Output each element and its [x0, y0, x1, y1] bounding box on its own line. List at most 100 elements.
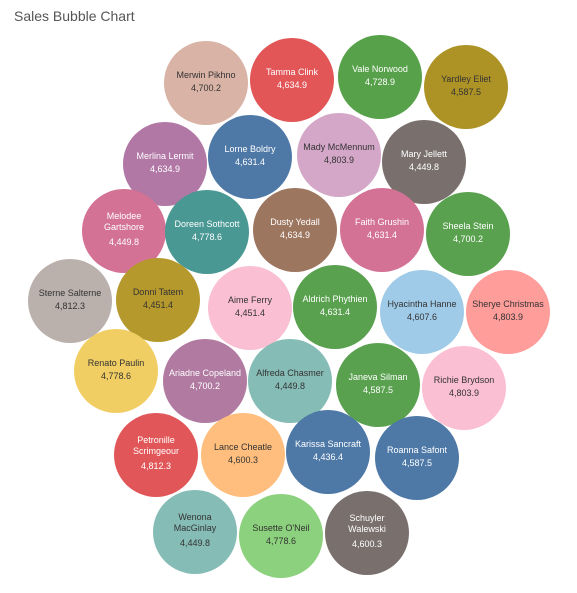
bubble-mady-mcmennum[interactable]: Mady McMennum 4,803.9 [297, 113, 381, 197]
bubble-melodee-gartshore[interactable]: Melodee Gartshore 4,449.8 [82, 189, 166, 273]
bubble-value: 4,436.4 [313, 452, 343, 462]
bubble-lorne-boldry[interactable]: Lorne Boldry 4,631.4 [208, 115, 292, 199]
bubble-circle[interactable] [208, 266, 292, 350]
bubble-value: 4,631.4 [367, 230, 397, 240]
bubble-schuyler-walewski[interactable]: Schuyler Walewski 4,600.3 [325, 491, 409, 575]
bubble-value: 4,451.4 [235, 308, 265, 318]
bubble-circle[interactable] [28, 259, 112, 343]
bubble-wenona-macginlay[interactable]: Wenona MacGinlay 4,449.8 [153, 490, 237, 574]
bubble-faith-grushin[interactable]: Faith Grushin 4,631.4 [340, 188, 424, 272]
bubble-circle[interactable] [164, 41, 248, 125]
bubble-vale-norwood[interactable]: Vale Norwood 4,728.9 [338, 35, 422, 119]
chart-title: Sales Bubble Chart [14, 8, 135, 24]
bubble-value: 4,607.6 [407, 312, 437, 322]
bubble-lance-cheatle[interactable]: Lance Cheatle 4,600.3 [201, 413, 285, 497]
bubble-merlina-lermit[interactable]: Merlina Lermit 4,634.9 [123, 122, 207, 206]
bubble-value: 4,778.6 [101, 371, 131, 381]
bubble-value: 4,634.9 [150, 164, 180, 174]
bubble-value: 4,634.9 [280, 230, 310, 240]
bubble-circle[interactable] [336, 343, 420, 427]
bubble-label: Tamma Clink [266, 67, 319, 77]
bubble-circle[interactable] [116, 258, 200, 342]
bubble-aldrich-phythien[interactable]: Aldrich Phythien 4,631.4 [293, 265, 377, 349]
bubble-circle[interactable] [382, 120, 466, 204]
bubble-yardley-eliet[interactable]: Yardley Eliet 4,587.5 [424, 45, 508, 129]
bubble-circle[interactable] [466, 270, 550, 354]
bubble-circle[interactable] [297, 113, 381, 197]
bubble-value: 4,634.9 [277, 80, 307, 90]
bubble-circle[interactable] [325, 491, 409, 575]
bubble-label: Mady McMennum [303, 142, 375, 152]
bubble-label: Sherye Christmas [472, 299, 544, 309]
bubble-value: 4,631.4 [235, 157, 265, 167]
bubble-circle[interactable] [338, 35, 422, 119]
bubble-sheela-stein[interactable]: Sheela Stein 4,700.2 [426, 192, 510, 276]
bubble-tamma-clink[interactable]: Tamma Clink 4,634.9 [250, 38, 334, 122]
bubble-circle[interactable] [424, 45, 508, 129]
bubble-value: 4,587.5 [451, 87, 481, 97]
bubble-circle[interactable] [253, 188, 337, 272]
bubble-alfreda-chasmer[interactable]: Alfreda Chasmer 4,449.8 [248, 339, 332, 423]
bubble-circle[interactable] [422, 346, 506, 430]
bubble-label: Richie Brydson [434, 375, 495, 385]
bubble-label: Merlina Lermit [136, 151, 194, 161]
bubble-label: Merwin Pikhno [176, 70, 235, 80]
bubble-value: 4,600.3 [352, 539, 382, 549]
bubble-label: Karissa Sancraft [295, 439, 362, 449]
bubble-label: Petronille Scrimgeour [133, 435, 179, 456]
bubble-sherye-christmas[interactable]: Sherye Christmas 4,803.9 [466, 270, 550, 354]
bubble-value: 4,728.9 [365, 77, 395, 87]
bubble-mary-jellett[interactable]: Mary Jellett 4,449.8 [382, 120, 466, 204]
bubble-circle[interactable] [114, 413, 198, 497]
bubble-label: Susette O'Neil [252, 523, 309, 533]
bubble-circle[interactable] [208, 115, 292, 199]
bubble-label: Alfreda Chasmer [256, 368, 324, 378]
bubble-hyacintha-hanne[interactable]: Hyacintha Hanne 4,607.6 [380, 270, 464, 354]
bubble-richie-brydson[interactable]: Richie Brydson 4,803.9 [422, 346, 506, 430]
bubble-value: 4,700.2 [190, 381, 220, 391]
bubble-value: 4,803.9 [449, 388, 479, 398]
bubble-circle[interactable] [82, 189, 166, 273]
bubble-label: Aldrich Phythien [302, 294, 367, 304]
bubble-susette-o-neil[interactable]: Susette O'Neil 4,778.6 [239, 494, 323, 578]
bubble-circle[interactable] [163, 339, 247, 423]
bubble-circle[interactable] [375, 416, 459, 500]
bubble-roanna-safont[interactable]: Roanna Safont 4,587.5 [375, 416, 459, 500]
bubble-label: Faith Grushin [355, 217, 409, 227]
bubble-circle[interactable] [250, 38, 334, 122]
bubble-circle[interactable] [248, 339, 332, 423]
bubble-label: Lorne Boldry [224, 144, 276, 154]
bubble-circle[interactable] [426, 192, 510, 276]
bubble-label: Wenona MacGinlay [174, 512, 217, 533]
bubble-doreen-sothcott[interactable]: Doreen Sothcott 4,778.6 [165, 190, 249, 274]
bubble-value: 4,803.9 [493, 312, 523, 322]
bubble-circle[interactable] [153, 490, 237, 574]
bubble-dusty-yedall[interactable]: Dusty Yedall 4,634.9 [253, 188, 337, 272]
bubble-renato-paulin[interactable]: Renato Paulin 4,778.6 [74, 329, 158, 413]
bubble-karissa-sancraft[interactable]: Karissa Sancraft 4,436.4 [286, 410, 370, 494]
bubble-circle[interactable] [74, 329, 158, 413]
bubble-donni-tatem[interactable]: Donni Tatem 4,451.4 [116, 258, 200, 342]
bubble-sterne-salterne[interactable]: Sterne Salterne 4,812.3 [28, 259, 112, 343]
bubble-merwin-pikhno[interactable]: Merwin Pikhno 4,700.2 [164, 41, 248, 125]
bubble-label: Schuyler Walewski [348, 513, 386, 534]
bubble-ariadne-copeland[interactable]: Ariadne Copeland 4,700.2 [163, 339, 247, 423]
bubble-aime-ferry[interactable]: Aime Ferry 4,451.4 [208, 266, 292, 350]
bubble-label: Sterne Salterne [39, 288, 102, 298]
bubble-label: Renato Paulin [88, 358, 145, 368]
bubble-circle[interactable] [239, 494, 323, 578]
bubble-circle[interactable] [340, 188, 424, 272]
bubble-petronille-scrimgeour[interactable]: Petronille Scrimgeour 4,812.3 [114, 413, 198, 497]
bubble-circle[interactable] [286, 410, 370, 494]
bubble-circle[interactable] [123, 122, 207, 206]
bubble-value: 4,700.2 [453, 234, 483, 244]
bubble-janeva-silman[interactable]: Janeva Silman 4,587.5 [336, 343, 420, 427]
bubble-value: 4,812.3 [141, 461, 171, 471]
bubble-circle[interactable] [293, 265, 377, 349]
bubble-circle[interactable] [380, 270, 464, 354]
bubble-label: Hyacintha Hanne [387, 299, 456, 309]
bubble-value: 4,449.8 [180, 538, 210, 548]
bubble-circle[interactable] [165, 190, 249, 274]
bubble-circle[interactable] [201, 413, 285, 497]
bubble-label: Roanna Safont [387, 445, 448, 455]
